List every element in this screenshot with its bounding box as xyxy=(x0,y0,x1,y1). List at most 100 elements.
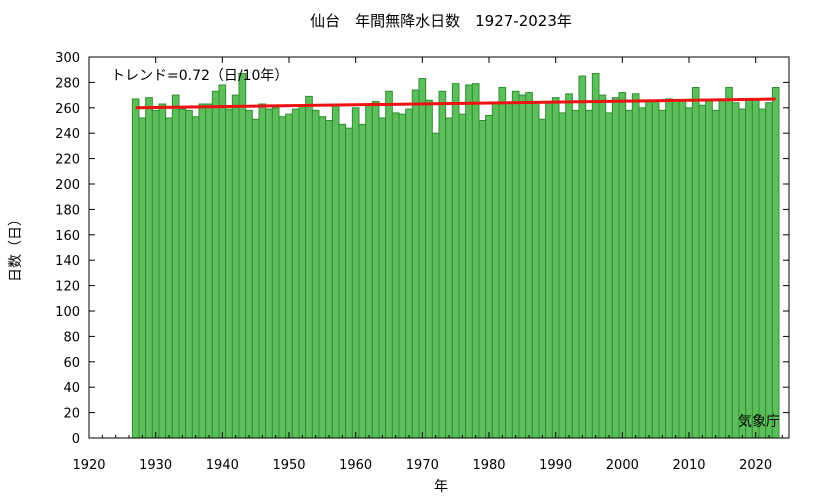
bar-1947 xyxy=(265,108,273,439)
bar-1984 xyxy=(511,90,520,439)
y-tick-label: 80 xyxy=(63,330,80,345)
bar-1955 xyxy=(318,116,327,439)
x-axis-label: 年 xyxy=(434,479,448,495)
x-tick-label: 1940 xyxy=(206,458,239,473)
bar-2017 xyxy=(731,102,740,439)
bar-1948 xyxy=(271,107,280,439)
x-tick-label: 2000 xyxy=(606,458,639,473)
bar-1976 xyxy=(458,113,467,439)
y-tick-label: 300 xyxy=(55,51,80,66)
bar-1931 xyxy=(158,103,167,439)
bar-1966 xyxy=(391,112,400,439)
bar-1950 xyxy=(285,113,293,439)
bar-1965 xyxy=(385,90,393,439)
y-tick-label: 100 xyxy=(55,305,80,320)
y-tick-label: 120 xyxy=(55,280,80,295)
bar-1953 xyxy=(305,95,313,439)
bar-2004 xyxy=(645,99,653,439)
bar-1968 xyxy=(405,108,413,439)
bar-1963 xyxy=(371,100,380,439)
bar-1973 xyxy=(438,90,447,439)
bar-1970 xyxy=(418,78,427,439)
bar-1987 xyxy=(531,102,540,439)
bar-1967 xyxy=(398,113,407,439)
bar-1932 xyxy=(165,117,173,439)
y-tick-label: 220 xyxy=(55,153,80,168)
bar-2022 xyxy=(765,102,773,439)
bar-1941 xyxy=(225,108,233,439)
bar-1935 xyxy=(185,109,193,439)
bar-1929 xyxy=(145,97,153,439)
bar-1960 xyxy=(351,107,360,439)
bar-1990 xyxy=(551,97,560,439)
bar-2002 xyxy=(631,93,640,439)
bar-1981 xyxy=(491,102,500,439)
bar-1985 xyxy=(518,94,527,439)
bar-2013 xyxy=(705,99,713,439)
x-tick-label: 1950 xyxy=(272,458,305,473)
bar-1937 xyxy=(198,103,207,439)
bar-2010 xyxy=(685,107,693,439)
bar-1961 xyxy=(358,123,367,439)
bar-1930 xyxy=(151,109,160,439)
bar-1936 xyxy=(191,116,200,439)
y-tick-label: 140 xyxy=(55,254,80,269)
bar-1959 xyxy=(345,127,353,439)
bar-1942 xyxy=(231,94,240,439)
bar-1954 xyxy=(311,109,320,439)
bar-1994 xyxy=(578,75,587,439)
y-tick-label: 240 xyxy=(55,127,80,142)
x-tick-label: 1930 xyxy=(139,458,172,473)
bar-1974 xyxy=(445,117,453,439)
bar-2015 xyxy=(718,99,727,439)
bar-1998 xyxy=(605,112,613,439)
bar-1988 xyxy=(538,118,547,439)
bar-2014 xyxy=(711,109,720,439)
y-tick-label: 40 xyxy=(63,381,80,396)
bar-1927 xyxy=(131,98,140,439)
bar-1996 xyxy=(591,73,600,439)
bar-2023 xyxy=(771,86,780,439)
y-tick-label: 60 xyxy=(63,356,80,371)
x-tick-label: 2020 xyxy=(739,458,772,473)
y-tick-label: 200 xyxy=(55,178,80,193)
bar-2021 xyxy=(758,108,767,439)
chart-title: 仙台 年間無降水日数 1927-2023年 xyxy=(310,12,572,30)
bar-1939 xyxy=(211,90,220,439)
bar-1946 xyxy=(258,103,267,439)
bar-1969 xyxy=(411,89,420,439)
x-tick-label: 1990 xyxy=(539,458,572,473)
bar-1979 xyxy=(478,120,487,439)
x-tick-label: 2010 xyxy=(672,458,705,473)
credit-label: 気象庁 xyxy=(738,414,780,430)
bar-2001 xyxy=(625,109,633,439)
bar-1989 xyxy=(545,102,553,439)
bar-1949 xyxy=(278,116,287,439)
y-axis: 0 20 40 60 80 100 120 140 160 180 200 220 240 260 280 3… xyxy=(55,51,789,447)
bar-2007 xyxy=(665,98,673,439)
bar-2016 xyxy=(725,86,733,439)
bar-1957 xyxy=(331,104,340,439)
bar-1982 xyxy=(498,86,507,439)
bar-1964 xyxy=(378,117,387,439)
bar-2006 xyxy=(658,109,667,439)
x-tick-label: 1920 xyxy=(72,458,105,473)
bar-1933 xyxy=(171,94,180,439)
bar-1958 xyxy=(338,123,347,439)
y-tick-label: 180 xyxy=(55,203,80,218)
bar-2000 xyxy=(618,92,627,439)
bar-2009 xyxy=(678,99,687,439)
bar-1945 xyxy=(251,118,260,439)
bar-1928 xyxy=(138,117,147,439)
trend-label: トレンド=0.72（日/10年） xyxy=(111,68,288,84)
bar-1972 xyxy=(431,132,440,439)
y-tick-label: 280 xyxy=(55,76,80,91)
bar-1943 xyxy=(238,73,247,439)
bar-1940 xyxy=(218,84,227,439)
bar-1975 xyxy=(451,83,460,439)
bar-2012 xyxy=(698,104,707,439)
bar-2008 xyxy=(671,99,680,439)
bar-1944 xyxy=(245,109,253,439)
y-tick-label: 260 xyxy=(55,102,80,117)
